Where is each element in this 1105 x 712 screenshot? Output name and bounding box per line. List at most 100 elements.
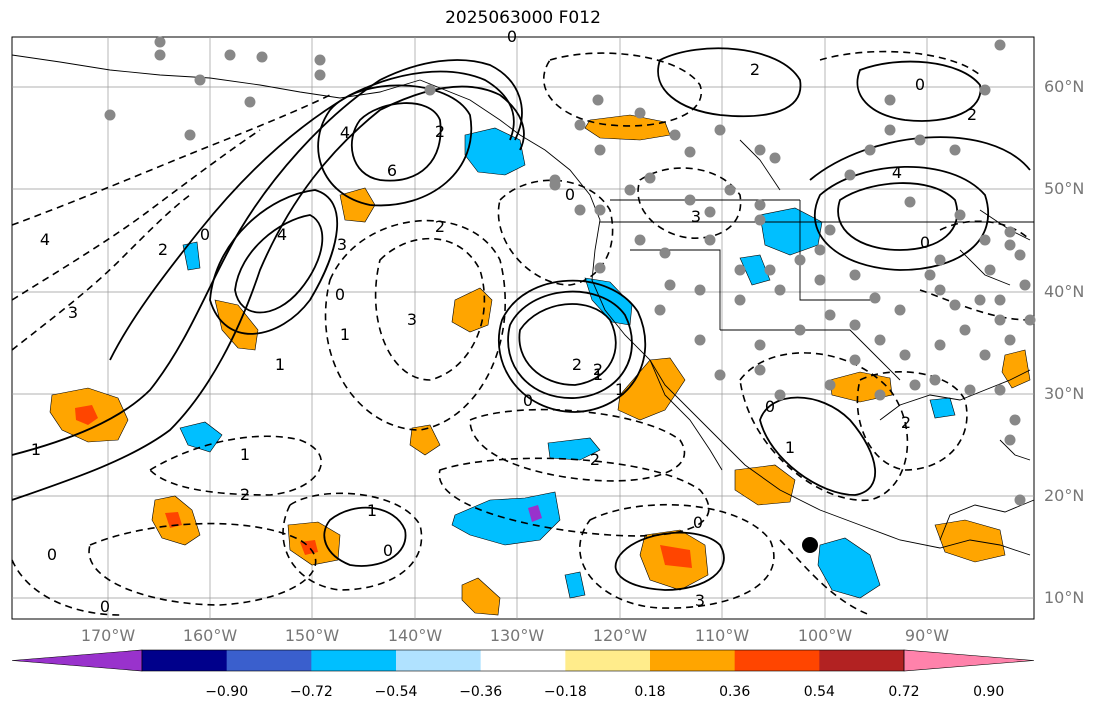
obs-dot: [754, 144, 766, 156]
obs-dot: [734, 264, 746, 276]
contour-solid: [11, 85, 525, 501]
obs-dot: [764, 264, 776, 276]
obs-dot: [664, 279, 676, 291]
contour-solid: [837, 182, 959, 251]
obs-dot: [734, 294, 746, 306]
obs-dot: [654, 304, 666, 316]
obs-dot: [894, 304, 906, 316]
obs-dot: [574, 204, 586, 216]
contour-dashed: [919, 289, 1031, 321]
colorbar-label: −0.90: [205, 684, 249, 700]
obs-dot: [684, 146, 696, 158]
contour-dashed: [324, 219, 506, 431]
shade-blue: [182, 241, 201, 271]
contour-label: 0: [693, 513, 703, 532]
obs-dot: [714, 369, 726, 381]
obs-dot: [684, 194, 696, 206]
obs-dot: [1004, 239, 1016, 251]
lon-label: 140°W: [387, 626, 443, 645]
shade-blue: [817, 537, 881, 599]
obs-dot: [994, 39, 1006, 51]
colorbar-segment: [565, 650, 651, 671]
obs-dot: [154, 49, 166, 61]
obs-dot: [979, 349, 991, 361]
obs-dot: [824, 224, 836, 236]
contour-label: 0: [100, 597, 110, 616]
shade-blue: [929, 397, 956, 419]
obs-dot: [899, 349, 911, 361]
obs-dot: [594, 262, 606, 274]
colorbar-segment: [142, 650, 228, 671]
obs-dot: [774, 284, 786, 296]
obs-dot: [184, 129, 196, 141]
contour-dashed: [11, 194, 191, 351]
lat-label: 30°N: [1044, 384, 1085, 403]
contour-label: 4: [277, 225, 287, 244]
contour-dashed: [88, 522, 317, 606]
shade-purple: [528, 505, 542, 522]
contour-label: 6: [387, 161, 397, 180]
obs-dot: [924, 269, 936, 281]
obs-dot: [754, 199, 766, 211]
obs-dot: [929, 374, 941, 386]
contour-label: 1: [31, 440, 41, 459]
obs-dot: [994, 294, 1006, 306]
contour-label: 3: [691, 207, 701, 226]
obs-dot: [644, 172, 656, 184]
contour-solid: [518, 303, 617, 386]
shaded-fields: [49, 114, 1031, 616]
contour-dashed: [819, 50, 981, 76]
shade-blue: [564, 571, 586, 599]
contour-label: 3: [337, 235, 347, 254]
obs-dot: [1014, 494, 1026, 506]
obs-dot: [424, 84, 436, 96]
obs-dot: [594, 144, 606, 156]
obs-dot: [934, 284, 946, 296]
obs-dot: [1009, 414, 1021, 426]
obs-dot: [256, 51, 268, 63]
colorbar-label: −0.54: [374, 684, 418, 700]
obs-dot: [914, 134, 926, 146]
colorbar-label: 0.72: [888, 684, 920, 700]
colorbar-segment: [311, 650, 397, 671]
obs-dot: [694, 284, 706, 296]
obs-dot: [979, 234, 991, 246]
shade-orange: [1001, 349, 1031, 389]
contour-label: 2: [750, 60, 760, 79]
contour-dashed: [148, 435, 322, 496]
shade-orange: [734, 464, 796, 506]
obs-dot: [814, 244, 826, 256]
contour-label: 4: [892, 163, 902, 182]
obs-dot: [874, 334, 886, 346]
contour-label: 1: [240, 445, 250, 464]
obs-dot: [884, 94, 896, 106]
contour-dashed: [11, 129, 261, 301]
obs-dot: [1004, 226, 1016, 238]
contour-dashed: [779, 539, 871, 616]
contour-label: 2: [901, 413, 911, 432]
lat-label: 60°N: [1044, 77, 1085, 96]
contour-label: 0: [765, 397, 775, 416]
obs-dot: [994, 384, 1006, 396]
colorbar-segment: [226, 650, 312, 671]
contour-solid: [507, 290, 633, 399]
obs-dot: [754, 214, 766, 226]
obs-dot: [754, 364, 766, 376]
contour-dashed: [469, 408, 686, 482]
colorbar-label: −0.18: [543, 684, 587, 700]
obs-dot: [669, 129, 681, 141]
obs-dot: [549, 174, 561, 186]
contour-solid: [809, 136, 1031, 181]
contour-label: 0: [383, 541, 393, 560]
obs-dot: [704, 206, 716, 218]
contour-label: 2: [590, 450, 600, 469]
map-title: 2025063000 F012: [445, 8, 601, 28]
contour-solid: [813, 165, 990, 271]
contour-label: 1: [615, 380, 625, 399]
obs-dot: [704, 234, 716, 246]
shade-orange: [214, 299, 259, 351]
colorbar-frame: [141, 649, 905, 672]
lon-label: 90°W: [904, 626, 950, 645]
contour-label: 0: [507, 27, 517, 46]
